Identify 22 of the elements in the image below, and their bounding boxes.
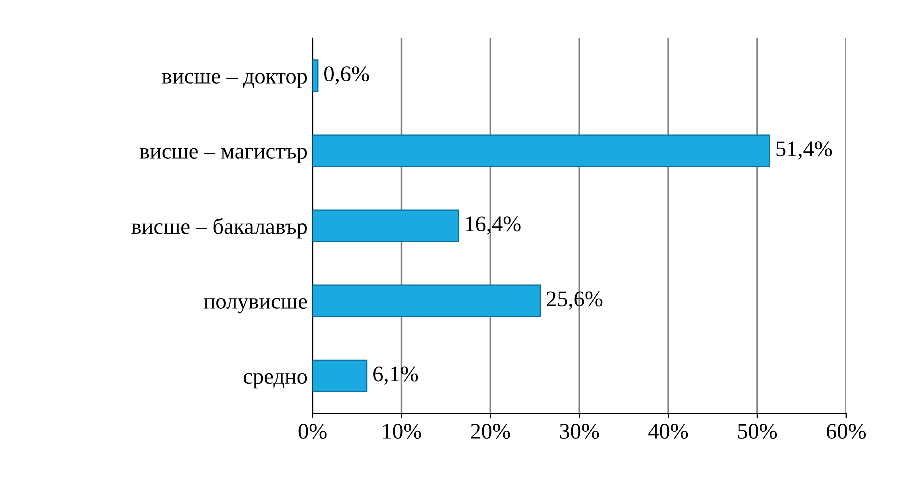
data-label: 16,4% bbox=[466, 216, 521, 235]
y-tick-label: полувисше bbox=[204, 298, 308, 314]
x-tick-label: 10% bbox=[383, 424, 422, 440]
data-label: 25,6% bbox=[547, 292, 603, 310]
bar bbox=[312, 284, 542, 318]
bar bbox=[312, 134, 770, 168]
x-tick-label: 30% bbox=[560, 424, 600, 440]
x-tick-label: 40% bbox=[648, 424, 688, 440]
x-tick-label: 60% bbox=[826, 424, 866, 440]
bar bbox=[312, 210, 460, 242]
bar bbox=[312, 360, 368, 392]
y-tick-label: висше – магистър bbox=[140, 148, 308, 164]
y-tick-label: висше – бакалавър bbox=[132, 218, 308, 239]
data-label: 6,1% bbox=[374, 366, 418, 385]
data-label: 0,6% bbox=[324, 66, 370, 85]
y-tick-label: висше – доктор bbox=[162, 73, 308, 88]
x-tick-label: 50% bbox=[738, 424, 778, 440]
x-tick-label: 0% bbox=[298, 424, 327, 440]
y-tick-label: средно bbox=[244, 373, 308, 389]
bar bbox=[312, 60, 319, 92]
x-tick-label: 20% bbox=[471, 424, 510, 440]
data-label: 51,4% bbox=[776, 142, 832, 160]
